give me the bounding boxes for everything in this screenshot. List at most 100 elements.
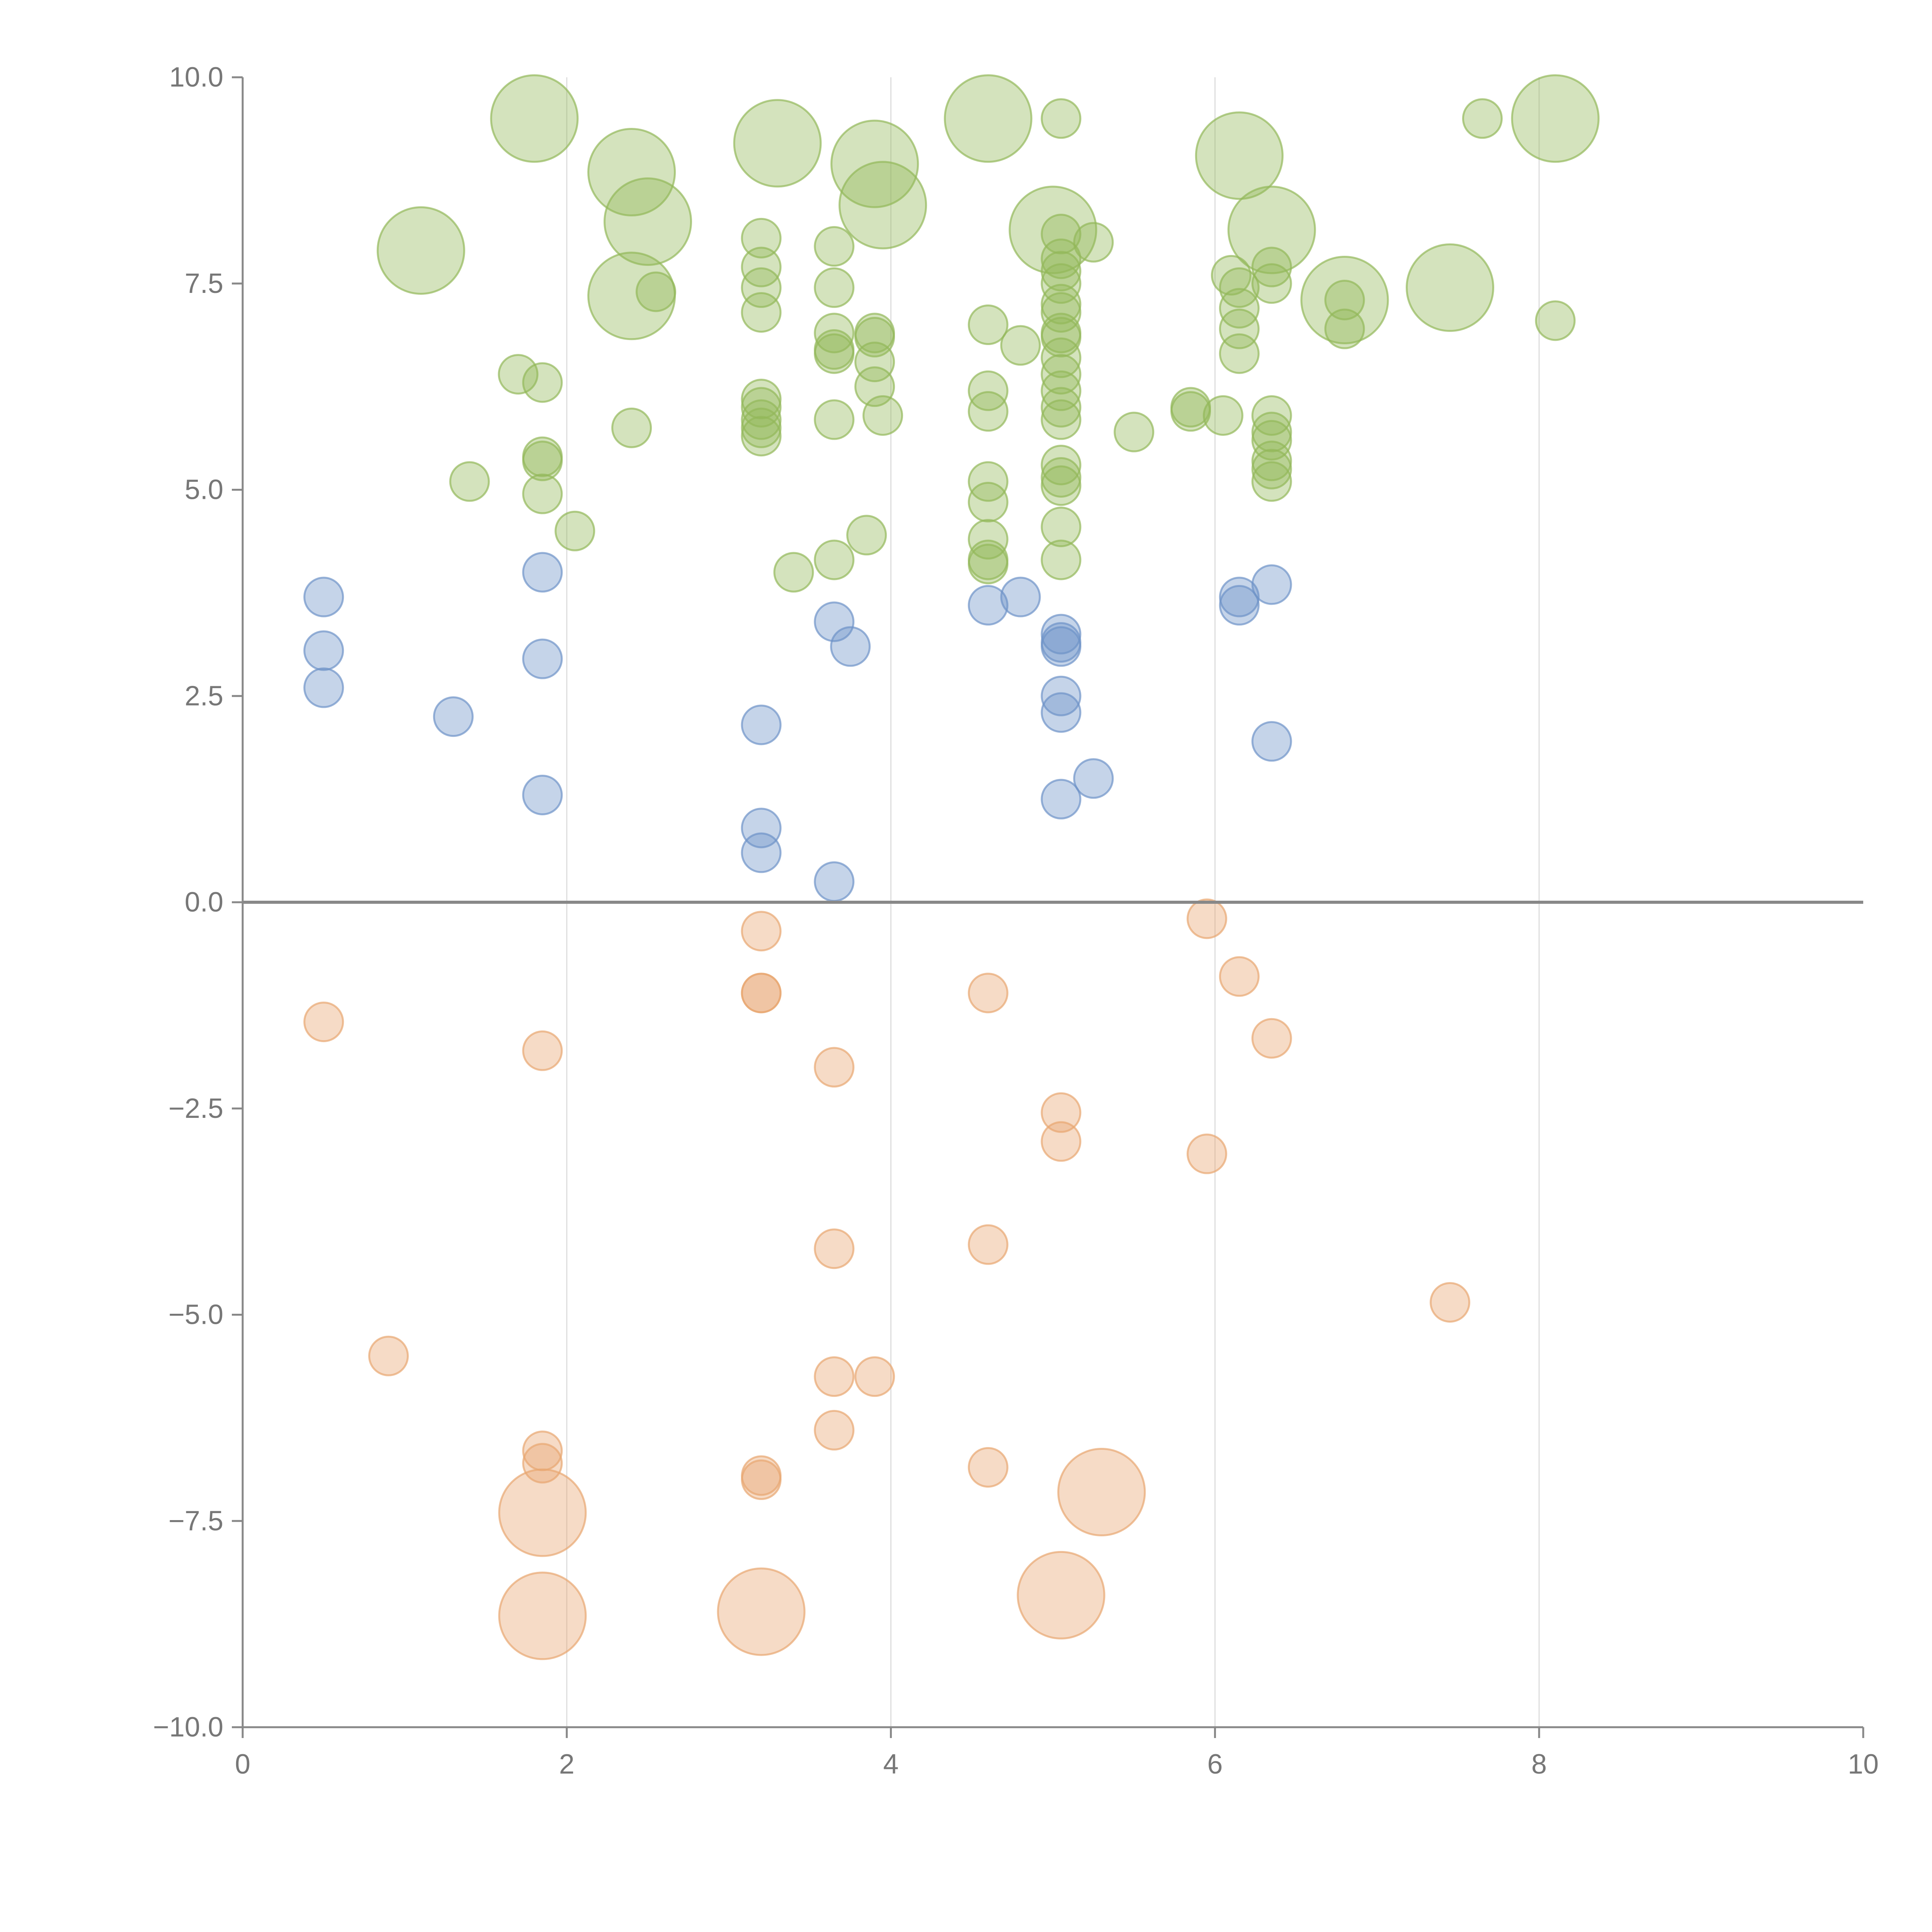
- bubble-high: [830, 119, 919, 208]
- bubble-high: [1251, 412, 1292, 452]
- bubble-high: [1406, 243, 1495, 332]
- y-tick-label: 0.0: [185, 887, 223, 918]
- y-tick-label: −2.5: [168, 1093, 223, 1124]
- bubble-high: [1251, 440, 1292, 481]
- bubble-low: [717, 1567, 806, 1656]
- bubble-high: [741, 416, 782, 457]
- bubble-high: [968, 539, 1009, 580]
- bubble-high: [1041, 399, 1082, 440]
- bubble-high: [522, 473, 563, 514]
- bubble-low: [1186, 898, 1227, 939]
- bubble-high: [1041, 214, 1082, 255]
- bubble-high: [1041, 354, 1082, 395]
- bubble-high: [1511, 74, 1600, 163]
- bubble-low: [303, 1002, 344, 1043]
- bubble-high: [741, 218, 782, 259]
- bubble-mid: [1041, 626, 1082, 667]
- bubble-high: [490, 74, 579, 163]
- bubble-high: [854, 317, 895, 358]
- axes-layer: −10.0 −7.5 −5.0 −2.5 0.0 2.5 5.0 7.5 10.0 0 2 4 6 8 10: [153, 62, 1879, 1780]
- bubble-low: [854, 1356, 895, 1397]
- bubble-high: [1041, 251, 1082, 292]
- bubble-low: [1041, 1121, 1082, 1162]
- bubble-mid: [303, 630, 344, 671]
- bubble-high: [1041, 457, 1082, 498]
- bubble-high: [376, 206, 465, 295]
- y-tick-label: 5.0: [185, 474, 223, 505]
- bubble-low: [498, 1468, 587, 1557]
- bubble-high: [814, 333, 855, 374]
- bubble-high: [1227, 185, 1316, 274]
- bubble-high: [741, 407, 782, 448]
- bubble-mid: [1219, 585, 1260, 626]
- bubble-high: [1041, 539, 1082, 580]
- bubble-high: [1219, 288, 1260, 329]
- bubble-high: [968, 370, 1009, 411]
- bubble-high: [814, 313, 855, 354]
- bubble-high: [741, 292, 782, 333]
- bubble-mid: [814, 861, 855, 902]
- bubble-high: [838, 161, 927, 250]
- bubble-low: [1057, 1448, 1146, 1537]
- bubble-high: [1324, 279, 1365, 320]
- marks-layer: [303, 74, 1600, 1660]
- bubble-high: [846, 515, 887, 556]
- bubble-mid: [433, 696, 474, 737]
- bubble-high: [814, 539, 855, 580]
- bubble-high: [814, 399, 855, 440]
- bubble-mid: [1041, 779, 1082, 820]
- bubble-mid: [814, 601, 855, 642]
- bubble-high: [1535, 300, 1576, 341]
- bubble-low: [1430, 1282, 1471, 1323]
- bubble-high: [968, 391, 1009, 432]
- bubble-high: [968, 519, 1009, 560]
- bubble-high: [1041, 370, 1082, 411]
- bubble-high: [1041, 238, 1082, 279]
- bubble-high: [1041, 337, 1082, 378]
- bubble-high: [1202, 395, 1243, 436]
- bubble-high: [1041, 465, 1082, 506]
- bubble-low: [1251, 1018, 1292, 1059]
- bubble-high: [1251, 395, 1292, 436]
- bubble-high: [741, 387, 782, 428]
- bubble-high: [741, 399, 782, 440]
- x-tick-label: 6: [1207, 1749, 1223, 1780]
- bubble-high: [1041, 507, 1082, 548]
- bubble-high: [814, 226, 855, 267]
- x-tick-label: 0: [235, 1749, 250, 1780]
- bubble-high: [944, 74, 1032, 163]
- bubble-low: [741, 1459, 782, 1500]
- bubble-mid: [522, 774, 563, 815]
- bubble-high: [1041, 387, 1082, 428]
- bubble-low: [741, 911, 782, 952]
- bubble-high: [611, 407, 652, 448]
- bubble-high: [554, 510, 595, 551]
- y-tick-label: 7.5: [185, 268, 223, 299]
- bubble-high: [498, 354, 539, 395]
- x-tick-label: 4: [883, 1749, 899, 1780]
- bubble-mid: [741, 832, 782, 873]
- bubble-mid: [1041, 675, 1082, 716]
- bubble-mid: [1251, 564, 1292, 605]
- bubble-low: [968, 1447, 1009, 1488]
- bubble-mid: [1041, 692, 1082, 733]
- bubble-high: [1009, 185, 1097, 274]
- bubble-high: [522, 362, 563, 403]
- x-tick-label: 8: [1531, 1749, 1547, 1780]
- bubble-low: [1017, 1551, 1105, 1639]
- bubble-low: [814, 1410, 855, 1451]
- bubble-mid: [741, 704, 782, 745]
- bubble-high: [1041, 98, 1082, 139]
- bubble-high: [733, 99, 822, 188]
- bubble-low: [741, 973, 782, 1014]
- bubble-mid: [303, 667, 344, 708]
- bubble-mid: [830, 626, 871, 667]
- bubble-high: [862, 395, 903, 436]
- bubble-high: [1219, 333, 1260, 374]
- bubble-low: [968, 1224, 1009, 1265]
- bubble-low: [368, 1335, 409, 1376]
- bubble-high: [741, 379, 782, 420]
- bubble-high: [1041, 263, 1082, 304]
- bubble-high: [1462, 98, 1503, 139]
